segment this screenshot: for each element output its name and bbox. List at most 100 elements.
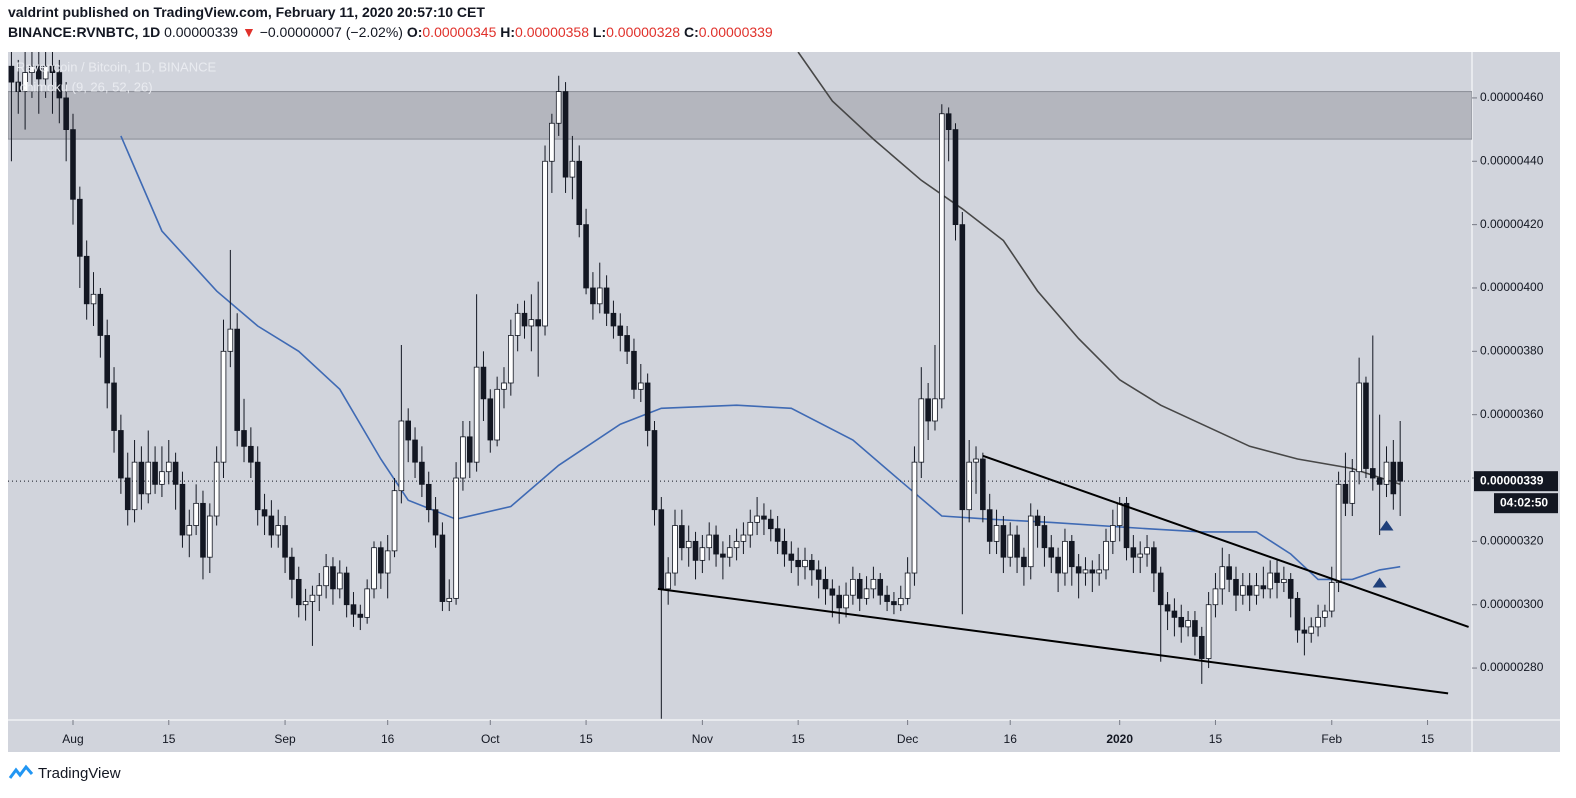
marker-arrow [1379, 520, 1394, 531]
candle-body [945, 113, 952, 131]
resistance-zone [8, 91, 1472, 140]
candle-body [897, 597, 904, 606]
candle-body [939, 113, 945, 400]
h-label: H: [500, 24, 516, 40]
x-tick-label: 15 [579, 732, 593, 746]
candle-body [590, 287, 596, 305]
y-tick-label: 0.00000440 [1480, 153, 1544, 167]
candle-body [809, 559, 815, 571]
candle-body [535, 319, 541, 327]
candle-body [952, 129, 959, 226]
candle-body [569, 160, 576, 178]
candle-body [863, 588, 870, 599]
candle-body [665, 572, 671, 590]
o-label: O: [406, 24, 423, 40]
brand-icon [8, 764, 34, 779]
candle-body [1171, 610, 1178, 618]
candle-body [822, 578, 829, 590]
candle-body [1315, 616, 1321, 628]
candle-body [754, 515, 760, 523]
candle-body [1021, 556, 1027, 568]
candle-body [1041, 525, 1048, 549]
candle-body [364, 588, 370, 618]
candle-body [1370, 468, 1376, 479]
candle-body [200, 502, 206, 558]
candle-body [891, 601, 897, 606]
candle-body [1349, 471, 1356, 504]
candle-body [508, 335, 514, 384]
candle-body [1308, 626, 1315, 634]
candle-body [398, 420, 405, 492]
candle-body [1137, 553, 1143, 558]
candle-body [1226, 566, 1232, 580]
candle-body [330, 566, 336, 590]
candle-body [836, 594, 842, 609]
x-tick-label: 15 [162, 732, 176, 746]
c-label: C: [683, 24, 699, 40]
candle-body [795, 559, 801, 568]
candle-body [528, 319, 535, 327]
candle-body [911, 461, 918, 574]
candle-body [466, 436, 473, 463]
candle-body [603, 287, 610, 314]
x-tick-label: 15 [1421, 732, 1435, 746]
candle-body [877, 578, 884, 596]
candle-body [234, 328, 240, 431]
candle-body [631, 350, 637, 390]
candle-body [761, 515, 767, 520]
candle-body [1096, 569, 1102, 574]
candle-body [706, 534, 713, 549]
candle-body [446, 597, 453, 602]
brand-text: TradingView [38, 764, 121, 782]
chart-background [8, 52, 1560, 752]
indicator-label: Ichimoku (9, 26, 52, 26) [16, 79, 153, 94]
candle-body [124, 477, 131, 511]
last-price-box [1474, 471, 1558, 492]
candle-body [473, 366, 480, 463]
candle-body [781, 540, 788, 555]
x-tick-label: 15 [791, 732, 805, 746]
candle-body [1089, 569, 1096, 574]
candle-body [378, 547, 384, 574]
candle-body [302, 601, 309, 606]
candle-body [1082, 569, 1089, 574]
candle-body [1144, 547, 1150, 555]
candle-body [1342, 483, 1349, 504]
candle-body [1164, 604, 1171, 612]
candle-body [460, 436, 466, 479]
candle-body [432, 509, 439, 536]
candle-body [104, 335, 110, 384]
candle-body [850, 578, 856, 596]
plot-area [8, 52, 1472, 719]
candle-body [323, 566, 329, 587]
arrow: ▼ [241, 24, 256, 40]
candle-body [1294, 597, 1301, 631]
candle-body [77, 198, 83, 257]
candle-body [90, 293, 97, 305]
candle-body [1397, 461, 1403, 482]
candle-body [1103, 540, 1109, 571]
trendline [982, 454, 1469, 628]
candle-body [118, 430, 124, 479]
candle-body [959, 224, 966, 511]
candle-body [1356, 382, 1362, 473]
candle-body [692, 540, 699, 561]
x-tick-label: Dec [897, 732, 918, 746]
candle-body [925, 398, 931, 422]
candle-body [1233, 578, 1239, 596]
candle-body [1335, 483, 1342, 583]
candle-body [275, 525, 282, 536]
candle-body [549, 122, 555, 162]
candle-body [1322, 610, 1328, 618]
candle-body [658, 509, 665, 590]
candle-body [767, 518, 774, 530]
candle-body [268, 515, 275, 536]
candle-body [357, 613, 364, 618]
candle-body [282, 525, 288, 558]
candle-body [1383, 461, 1390, 485]
candle-body [1075, 566, 1082, 574]
candle-body [542, 160, 548, 327]
candle-body [111, 382, 117, 431]
last-price-label: 0.00000339 [1480, 473, 1544, 487]
